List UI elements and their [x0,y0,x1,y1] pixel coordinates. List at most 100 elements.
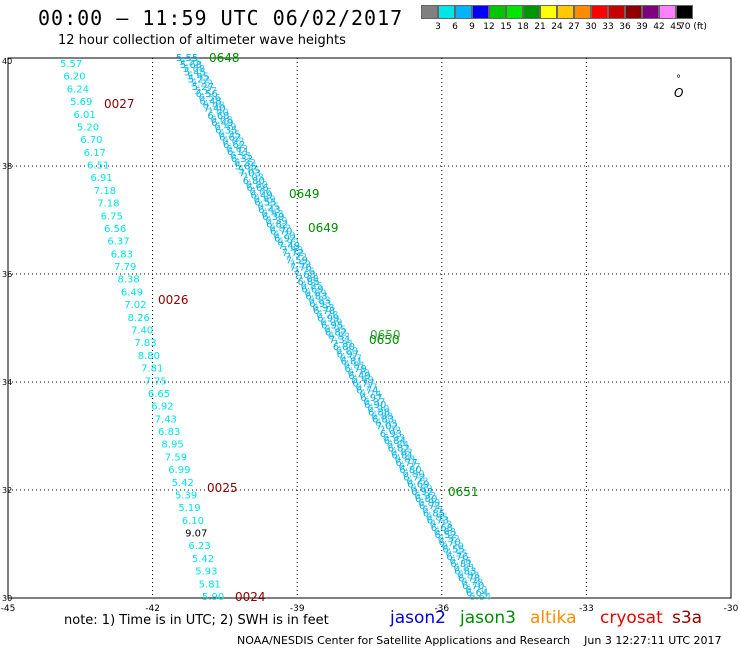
swh-value-label: 6.01 [74,110,96,121]
color-swatch [574,5,591,19]
swh-value-label: 6.32 [234,158,256,169]
swh-value-label: 6.37 [107,237,129,248]
swh-value-label: 6.32 [231,154,253,165]
legend-altika: altika [530,608,577,628]
swh-value-label: 6.88 [371,411,393,422]
swh-value-label: 6.55 [257,202,279,213]
swh-value-label: 6.49 [351,375,373,386]
swh-value-label: 5.55 [179,57,201,68]
swh-value-label: 6.55 [254,198,276,209]
swh-value-label: 6.90 [367,404,389,415]
legend-cryosat: cryosat [600,608,663,628]
legend-s3a: s3a [672,608,703,628]
swh-value-label: 6.77 [355,382,377,393]
swh-value-label: 6.97 [360,393,382,404]
swh-value-label: 6.97 [337,349,359,360]
swh-value-label: 6.93 [380,429,402,440]
swh-value-label: 6.71 [422,505,444,516]
swh-value-label: 6.88 [368,407,390,418]
swh-value-label: 6.69 [304,288,326,299]
swh-value-label: 6.82 [325,328,347,339]
swh-value-label: 6.81 [453,563,475,574]
swh-value-label: 7.40 [206,108,228,119]
swh-value-label: 7.18 [94,186,116,197]
color-swatch [557,5,574,19]
swh-value-label: 6.52 [435,530,457,541]
swh-value-label: 6.62 [226,144,248,155]
swh-value-label: 6.74 [356,386,378,397]
swh-value-label: 6.93 [312,303,334,314]
swh-value-label: 6.49 [121,287,143,298]
color-scale-label: 27 [568,22,580,32]
swh-value-label: 5.27 [192,82,214,93]
swh-value-label: 7.31 [329,335,351,346]
swh-value-label: 6.49 [253,194,275,205]
color-swatch [591,5,608,19]
color-scale-label: 42 [653,22,665,32]
time-label: 0024 [235,590,266,604]
swh-value-label: 6.62 [222,137,244,148]
swh-value-label: 7.02 [379,426,401,437]
swh-value-label: 6.72 [406,476,428,487]
color-swatch [676,5,693,19]
swh-value-label: 6.49 [214,122,236,133]
swh-value-label: 6.79 [348,368,370,379]
legend-jason2: jason2 [390,608,446,628]
swh-value-label: 6.80 [336,346,358,357]
time-label: 0649 [289,187,320,201]
longitude-tick-label: -30 [724,604,739,614]
color-scale-labels: 3 6 9 12 15 18 21 24 27 30 33 36 39 42 45 70 (ft) [421,22,740,36]
color-scale-label: 36 [619,22,631,32]
longitude-tick-label: -42 [145,604,160,614]
swh-value-label: 5.90 [202,592,224,603]
swh-value-label: 5.27 [195,86,217,97]
swh-value-label: 7.59 [165,452,187,463]
swh-value-label: 6.55 [445,549,467,560]
swh-value-label: 5.39 [175,490,197,501]
swh-value-label: 5.93 [195,567,217,578]
swh-value-label: 7.31 [332,339,354,350]
swh-value-label: 6.81 [344,361,366,372]
swh-value-label: 5.81 [199,579,221,590]
swh-value-label: 6.23 [188,541,210,552]
swh-value-label: 6.49 [211,118,233,129]
swh-value-label: 7.79 [114,262,136,273]
swh-value-label: 6.93 [309,299,331,310]
swh-value-label: 6.74 [359,390,381,401]
swh-value-label: 5.42 [192,554,214,565]
swh-value-label: 6.69 [407,480,429,491]
time-label: 0648 [209,51,240,65]
swh-value-label: 6.43 [258,205,280,216]
swh-value-label: 6.56 [199,93,221,104]
swh-value-label: 6.64 [469,592,491,603]
swh-value-label: 6.77 [395,458,417,469]
color-swatch [625,5,642,19]
color-swatch [608,5,625,19]
swh-value-label: 6.82 [391,447,413,458]
swh-value-label: 7.40 [131,326,153,337]
island-outline: O [674,86,683,100]
swh-value-label: 6.83 [308,296,330,307]
swh-value-label: 5.19 [178,503,200,514]
color-swatch [455,5,472,19]
swh-value-label: 7.76 [290,263,312,274]
swh-value-label: 6.83 [454,566,476,577]
color-swatch [540,5,557,19]
swh-value-label: 7.40 [203,104,225,115]
longitude-tick-label: -33 [579,604,594,614]
swh-value-label: 5.57 [60,59,82,70]
swh-value-label: 6.83 [111,249,133,260]
swh-value-label: 7.02 [376,422,398,433]
swh-value-label: 7.59 [289,259,311,270]
color-swatch [421,5,438,19]
swh-value-label: 6.70 [270,227,292,238]
swh-value-label: 6.48 [203,100,225,111]
swh-value-label: 6.81 [341,357,363,368]
swh-value-label: 6.43 [261,209,283,220]
latitude-tick-label: 30 [2,594,12,603]
swh-value-label: 6.72 [403,472,425,483]
latitude-tick-label: 32 [2,486,12,495]
credits-line: NOAA/NESDIS Center for Satellite Applica… [237,634,722,647]
swh-value-label: 6.52 [438,534,460,545]
swh-value-label: 8.38 [117,275,139,286]
